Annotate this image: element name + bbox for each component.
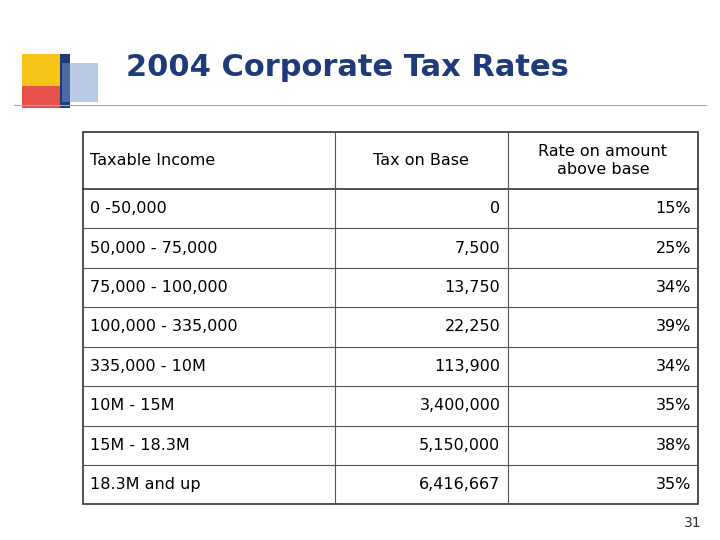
Text: Tax on Base: Tax on Base [374, 153, 469, 168]
Text: 35%: 35% [656, 477, 691, 492]
Text: 7,500: 7,500 [455, 241, 500, 255]
Text: 35%: 35% [656, 399, 691, 413]
Text: 50,000 - 75,000: 50,000 - 75,000 [90, 241, 217, 255]
FancyBboxPatch shape [22, 54, 63, 86]
Text: 25%: 25% [656, 241, 691, 255]
Text: 18.3M and up: 18.3M and up [90, 477, 201, 492]
Text: 0: 0 [490, 201, 500, 216]
Text: 0 -50,000: 0 -50,000 [90, 201, 167, 216]
Text: 22,250: 22,250 [445, 320, 500, 334]
Text: Taxable Income: Taxable Income [90, 153, 215, 168]
FancyBboxPatch shape [60, 54, 70, 108]
Text: 10M - 15M: 10M - 15M [90, 399, 174, 413]
Text: 15M - 18.3M: 15M - 18.3M [90, 438, 190, 453]
Text: 5,150,000: 5,150,000 [419, 438, 500, 453]
Text: 113,900: 113,900 [434, 359, 500, 374]
Text: 100,000 - 335,000: 100,000 - 335,000 [90, 320, 238, 334]
Text: 13,750: 13,750 [445, 280, 500, 295]
Text: 6,416,667: 6,416,667 [419, 477, 500, 492]
FancyBboxPatch shape [62, 63, 98, 102]
FancyBboxPatch shape [83, 132, 698, 504]
Text: 3,400,000: 3,400,000 [419, 399, 500, 413]
Text: 34%: 34% [656, 280, 691, 295]
Text: 75,000 - 100,000: 75,000 - 100,000 [90, 280, 228, 295]
Text: 34%: 34% [656, 359, 691, 374]
Text: 2004 Corporate Tax Rates: 2004 Corporate Tax Rates [126, 53, 569, 82]
Text: 38%: 38% [656, 438, 691, 453]
Text: 15%: 15% [656, 201, 691, 216]
Text: Rate on amount
above base: Rate on amount above base [539, 144, 667, 177]
Text: 39%: 39% [656, 320, 691, 334]
FancyBboxPatch shape [22, 76, 63, 108]
Text: 31: 31 [685, 516, 702, 530]
Text: 335,000 - 10M: 335,000 - 10M [90, 359, 206, 374]
